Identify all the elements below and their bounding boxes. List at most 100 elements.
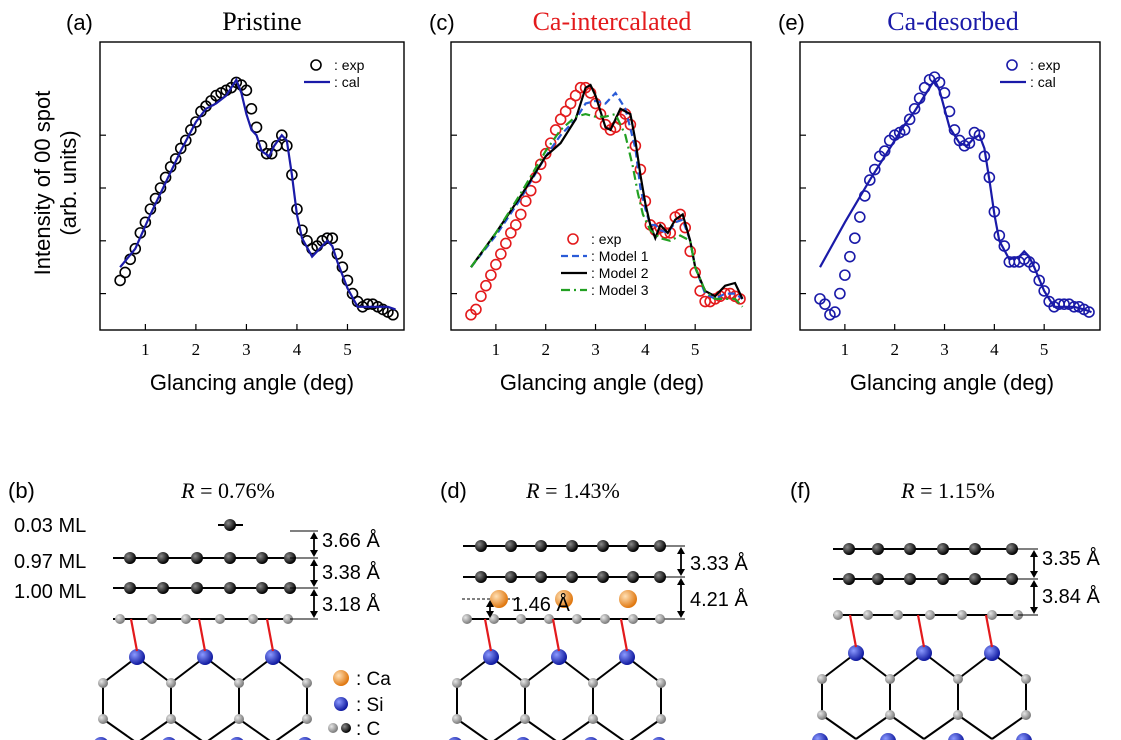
bond: [207, 718, 240, 740]
c-atom: [817, 674, 827, 684]
graphene-atom: [872, 543, 884, 555]
si-atom: [197, 649, 213, 665]
data-point: [129, 242, 142, 255]
x-tick-label: 2: [192, 340, 201, 359]
si-atom: [298, 737, 312, 740]
si-atom: [129, 649, 145, 665]
c-atom: [166, 714, 176, 724]
graphene-atom: [872, 573, 884, 585]
si-atom: [1016, 733, 1032, 740]
data-point: [903, 113, 916, 126]
x-axis-label-e: Glancing angle (deg): [850, 370, 1054, 395]
bond: [991, 714, 1027, 740]
si-atom: [483, 649, 499, 665]
si-atom: [516, 737, 530, 740]
arrow-head-up: [310, 589, 318, 596]
spacing-label-d-0: 3.33 Å: [690, 552, 748, 575]
arrow-head-down: [310, 611, 318, 618]
interface-bond: [129, 618, 139, 652]
c-atom: [452, 714, 462, 724]
graphene-atom: [904, 543, 916, 555]
legend-label: : cal: [334, 74, 360, 90]
legend-label: : Model 2: [591, 265, 649, 281]
arrow-head-down: [677, 611, 685, 618]
buffer-atom: [147, 614, 157, 624]
buffer-atom: [655, 614, 665, 624]
interface-bond: [551, 618, 561, 652]
c-atom: [234, 678, 244, 688]
bond: [561, 718, 594, 740]
bond: [855, 714, 891, 740]
graphene-atom: [535, 540, 547, 552]
interface-bond: [916, 614, 926, 648]
panel-f-r-factor: R = 1.15%: [900, 478, 995, 503]
data-point: [854, 211, 866, 223]
interface-bond: [197, 618, 207, 652]
legend-label: : exp: [1030, 57, 1061, 73]
panel-f-letter: (f): [790, 478, 811, 503]
spacing-label-b-0: 3.66 Å: [322, 529, 380, 552]
buffer-atom: [957, 610, 967, 620]
graphene-atom: [654, 540, 666, 552]
data-point: [933, 76, 946, 89]
bond: [456, 718, 489, 740]
graphene-atom: [505, 540, 517, 552]
buffer-atom: [489, 614, 499, 624]
graphene-atom: [937, 573, 949, 585]
x-tick-label: 1: [492, 340, 501, 359]
data-point: [844, 250, 856, 263]
series-line: [470, 91, 744, 301]
plot-area-c: 1 2 3 4 5: exp: Model 1: Model 2: Model 3: [451, 81, 746, 359]
buffer-atom: [925, 610, 935, 620]
y-axis-label-line2: (arb. units): [56, 130, 81, 235]
data-point: [1083, 306, 1095, 318]
panel-b-r-factor: R = 0.76%: [180, 478, 275, 503]
x-tick-label: 1: [141, 340, 150, 359]
graphene-atom: [843, 573, 855, 585]
data-point: [321, 232, 334, 244]
si-atom: [619, 649, 635, 665]
panel-d: (d) R = 1.43% 3.33 Å 4.21 Å 1.46 Å: [440, 478, 748, 740]
si-atom: [848, 645, 864, 661]
data-point: [470, 303, 482, 316]
bond: [889, 714, 925, 740]
x-tick-label: 4: [641, 340, 650, 359]
graphene-atom: [654, 571, 666, 583]
buffer-atom: [600, 614, 610, 624]
data-point: [549, 124, 562, 136]
arrow-head-down: [1030, 607, 1038, 614]
data-point: [490, 258, 502, 271]
graphene-atom: [224, 519, 236, 531]
si-atom: [584, 737, 598, 740]
buffer-atom: [516, 614, 526, 624]
data-point: [245, 103, 258, 115]
c-atom: [588, 714, 598, 724]
data-point: [908, 103, 921, 115]
c-atom: [98, 714, 108, 724]
arrow-head-up: [677, 547, 685, 554]
structure-model-f: [812, 543, 1038, 740]
si-atom: [948, 733, 964, 740]
plot-frame-c: [450, 41, 752, 331]
bond: [139, 718, 172, 740]
graphene-atom: [157, 552, 169, 564]
panel-e-title: Ca-desorbed: [887, 7, 1018, 36]
panel-a: (a) Pristine Intensity of 00 spot (arb. …: [30, 7, 405, 395]
data-point: [829, 306, 841, 318]
si-atom: [162, 737, 176, 740]
spacing-label-b-1: 3.38 Å: [322, 561, 380, 584]
bond: [923, 714, 959, 740]
c-atom: [520, 678, 530, 688]
data-point: [190, 116, 202, 128]
interface-bond: [619, 618, 629, 652]
panel-a-title: Pristine: [222, 7, 301, 36]
data-point: [475, 290, 487, 303]
data-point: [485, 269, 497, 281]
bond: [524, 718, 557, 740]
graphene-atom: [124, 582, 136, 594]
coverage-label-2: 1.00 ML: [14, 581, 86, 603]
c-atom: [98, 678, 108, 688]
legend-label: : exp: [334, 57, 365, 73]
bond: [275, 718, 308, 740]
plot-area-e: 1 2 3 4 5: exp: cal: [800, 57, 1095, 359]
